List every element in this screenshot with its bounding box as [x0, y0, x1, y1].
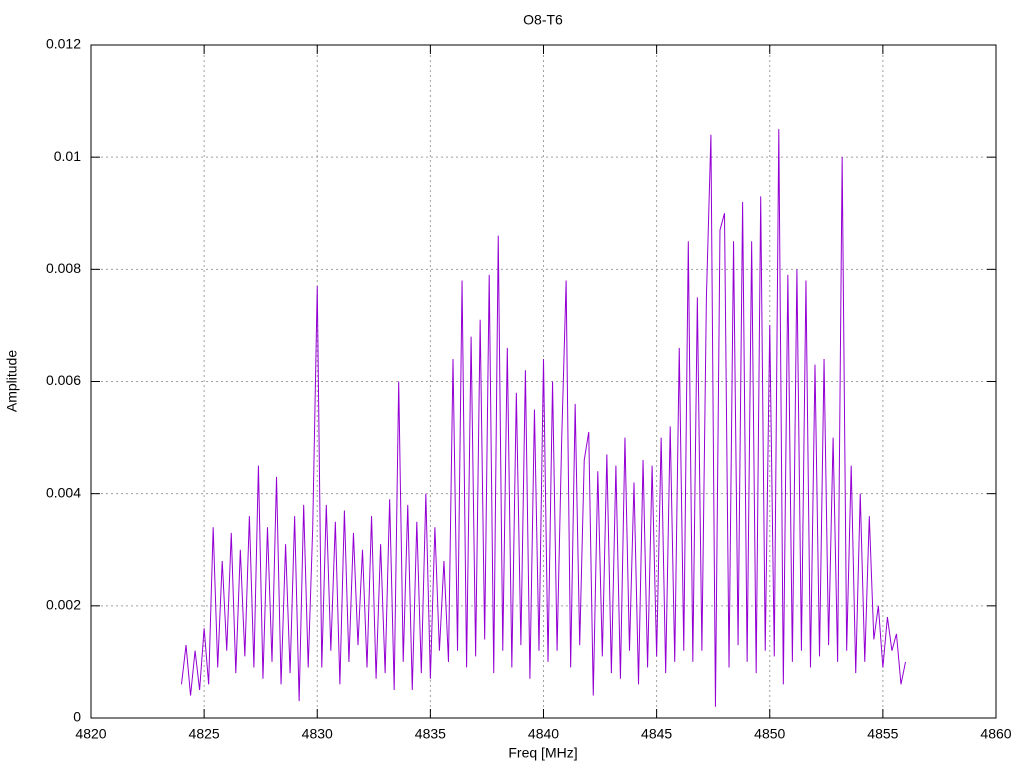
- x-tick-label: 4825: [189, 726, 220, 742]
- x-tick-label: 4845: [641, 726, 672, 742]
- x-tick-label: 4860: [980, 726, 1011, 742]
- y-tick-label: 0.01: [54, 148, 81, 164]
- x-tick-label: 4835: [415, 726, 446, 742]
- y-tick-label: 0.008: [46, 260, 81, 276]
- y-tick-label: 0: [73, 709, 81, 725]
- x-tick-label: 4855: [867, 726, 898, 742]
- y-tick-label: 0.004: [46, 484, 81, 500]
- data-line: [181, 129, 906, 707]
- x-tick-label: 4850: [754, 726, 785, 742]
- x-tick-label: 4840: [528, 726, 559, 742]
- y-axis-label: Amplitude: [4, 350, 20, 412]
- y-tick-label: 0.012: [46, 36, 81, 52]
- x-tick-label: 4820: [75, 726, 106, 742]
- x-tick-label: 4830: [302, 726, 333, 742]
- y-tick-label: 0.006: [46, 372, 81, 388]
- plot-frame: [90, 44, 997, 719]
- chart-title: O8-T6: [523, 12, 563, 28]
- x-axis-label: Freq [MHz]: [508, 745, 577, 761]
- y-tick-label: 0.002: [46, 597, 81, 613]
